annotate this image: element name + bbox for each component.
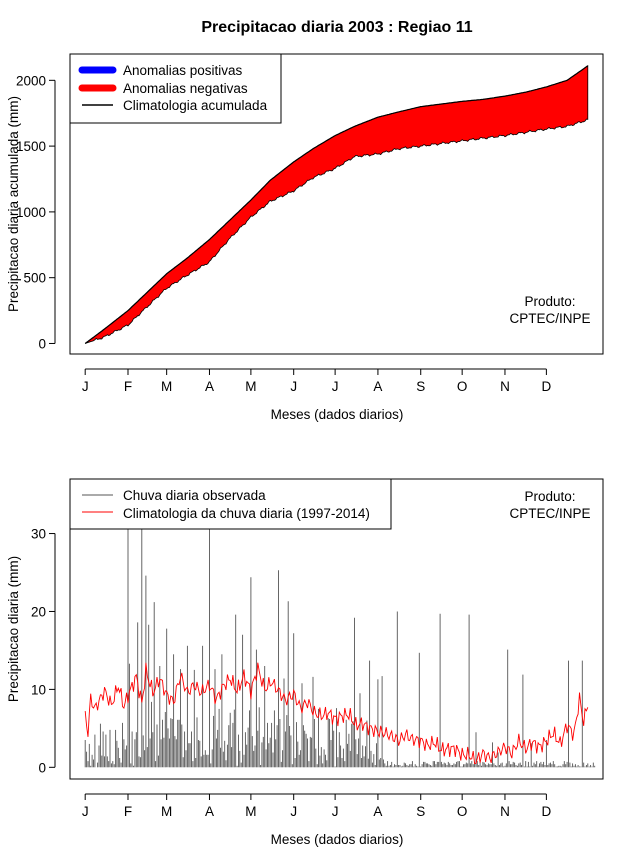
daily-chart: 0 10 20 30 J F M A M J J A S O N D Precipitacao diaria…: [6, 478, 604, 847]
daily-y-tick-label: 0: [38, 760, 46, 775]
daily-x-tick-label: A: [205, 804, 214, 819]
daily-climatology-line: [84, 662, 589, 764]
cumulative-x-tick-label: J: [332, 379, 339, 394]
cumulative-x-label: Meses (dados diarios): [271, 407, 404, 422]
daily-x-tick-label: J: [82, 804, 89, 819]
cumulative-x-tick-label: F: [124, 379, 132, 394]
cumulative-y-tick-label: 2000: [16, 73, 46, 88]
cumulative-x-tick-label: O: [457, 379, 468, 394]
cumulative-product-source: CPTEC/INPE: [509, 311, 590, 326]
daily-x-tick-label: F: [124, 804, 132, 819]
daily-y-tick-label: 20: [31, 604, 46, 619]
cumulative-anomaly-area: [84, 65, 589, 344]
cumulative-x-tick-label: D: [542, 379, 552, 394]
legend-label-observed: Chuva diaria observada: [123, 488, 266, 503]
daily-x-tick-label: J: [332, 804, 339, 819]
cumulative-y-tick-label: 500: [23, 271, 46, 286]
cumulative-x-tick-label: A: [373, 379, 382, 394]
cumulative-product-label: Produto:: [524, 294, 575, 309]
cumulative-legend: Anomalias positivas Anomalias negativas …: [69, 53, 282, 124]
daily-observed-bars: [84, 525, 596, 768]
cumulative-y-axis: 0 500 1000 1500 2000: [16, 73, 56, 351]
daily-x-tick-label: A: [373, 804, 382, 819]
daily-y-tick-label: 10: [31, 682, 46, 697]
cumulative-chart: 0 500 1000 1500 2000 J F M A M J J A S O N D Precipitac…: [6, 53, 604, 422]
legend-label-positive: Anomalias positivas: [123, 63, 243, 78]
cumulative-x-tick-label: M: [161, 379, 172, 394]
cumulative-y-tick-label: 1000: [16, 205, 46, 220]
daily-x-tick-label: S: [416, 804, 425, 819]
cumulative-x-tick-label: A: [205, 379, 214, 394]
daily-x-tick-label: N: [500, 804, 510, 819]
cumulative-x-tick-label: J: [290, 379, 297, 394]
cumulative-y-tick-label: 1500: [16, 139, 46, 154]
daily-x-tick-label: M: [161, 804, 172, 819]
climatology-cumulative-line: [84, 65, 589, 344]
legend-label-climatology: Climatologia acumulada: [123, 98, 268, 113]
cumulative-x-tick-label: M: [245, 379, 256, 394]
cumulative-y-label: Precipitacao diaria acumulada (mm): [6, 96, 21, 312]
daily-y-label: Precipitacao diaria (mm): [6, 556, 21, 702]
daily-legend: Chuva diaria observada Climatologia da c…: [69, 478, 392, 530]
daily-legend-box: [69, 478, 392, 530]
daily-y-axis: 0 10 20 30: [31, 527, 56, 775]
daily-y-tick-label: 30: [31, 527, 46, 542]
legend-label-daily-climatology: Climatologia da chuva diaria (1997-2014): [123, 506, 370, 521]
daily-product-label: Produto:: [524, 489, 575, 504]
daily-climatology-path: [84, 662, 589, 764]
legend-label-negative: Anomalias negativas: [123, 81, 248, 96]
daily-x-tick-label: J: [290, 804, 297, 819]
daily-x-tick-label: D: [542, 804, 552, 819]
cumulative-y-tick-label: 0: [38, 336, 46, 351]
cumulative-x-tick-label: S: [416, 379, 425, 394]
cumulative-x-tick-label: N: [500, 379, 510, 394]
cumulative-x-tick-label: J: [82, 379, 89, 394]
daily-x-label: Meses (dados diarios): [271, 832, 404, 847]
daily-x-tick-label: M: [245, 804, 256, 819]
daily-x-tick-label: O: [457, 804, 468, 819]
page-title: Precipitacao diaria 2003 : Regiao 11: [201, 19, 472, 36]
cumulative-plot-frame: [69, 53, 604, 355]
daily-product-source: CPTEC/INPE: [509, 506, 590, 521]
